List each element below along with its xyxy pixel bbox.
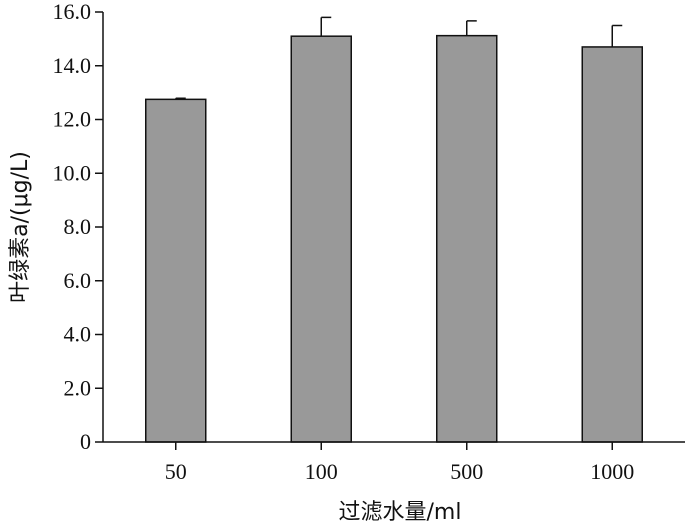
- y-tick-label: 6.0: [64, 268, 92, 293]
- error-bar-100: [320, 16, 332, 37]
- y-tick-label: 4.0: [64, 322, 92, 347]
- bar-500: [436, 34, 498, 443]
- y-tick-label: 12.0: [53, 107, 92, 132]
- bar-100: [290, 35, 352, 443]
- y-tick-label: 10.0: [53, 160, 92, 185]
- x-tick-label: 1000: [590, 459, 634, 484]
- y-tick-label: 2.0: [64, 375, 92, 400]
- y-ticks-group: 0 2.0 4.0 6.0 8.0 10.0 12.0 14.0 16.0: [53, 0, 103, 454]
- y-tick-label: 14.0: [53, 53, 92, 78]
- x-tick-label: 500: [450, 459, 483, 484]
- y-axis-title: 叶绿素a/(μg/L): [8, 151, 33, 303]
- error-bars-group: [175, 16, 623, 100]
- y-tick-label: 8.0: [64, 214, 92, 239]
- bar-1000: [581, 46, 643, 443]
- error-bar-500: [466, 20, 477, 36]
- x-ticks-group: 50 100 500 1000: [165, 442, 634, 484]
- y-tick-label: 0: [80, 429, 91, 454]
- error-bar-50: [175, 97, 186, 100]
- bar-50: [145, 98, 207, 443]
- error-bar-1000: [611, 24, 623, 47]
- y-tick-label: 16.0: [53, 0, 92, 24]
- x-axis-title: 过滤水量/ml: [339, 500, 462, 525]
- x-tick-label: 100: [305, 459, 338, 484]
- bars-group: [145, 34, 643, 443]
- x-tick-label: 50: [165, 459, 187, 484]
